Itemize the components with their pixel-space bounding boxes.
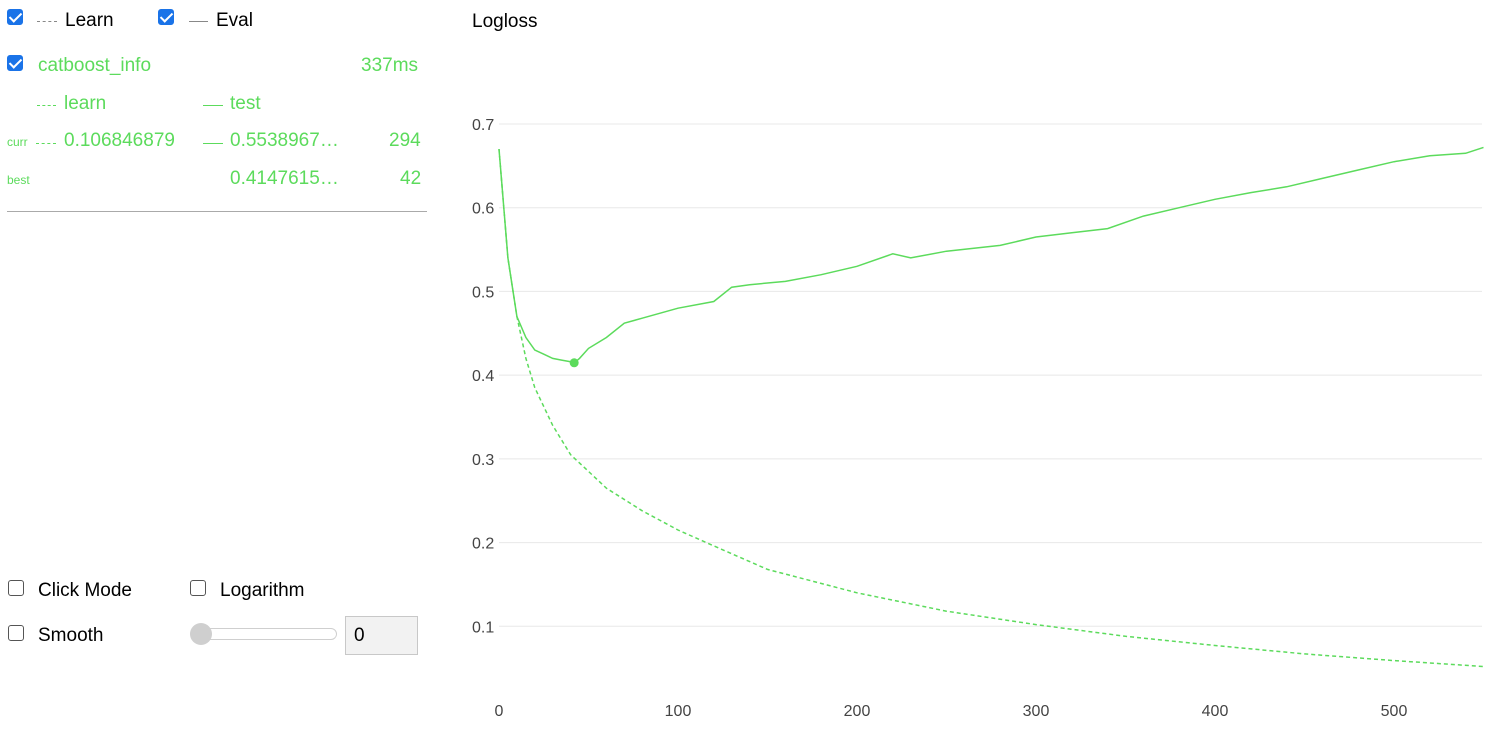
smooth-value-input[interactable] [345, 616, 418, 655]
logarithm-checkbox[interactable] [190, 580, 206, 596]
chart-title: Logloss [472, 11, 538, 32]
best-row-label: best [7, 173, 30, 187]
run-name: catboost_info [38, 55, 152, 76]
y-tick-label: 0.1 [472, 619, 494, 636]
smooth-slider-thumb[interactable] [190, 623, 212, 645]
curr-learn-dash-icon [36, 143, 56, 144]
logarithm-label: Logarithm [220, 580, 305, 601]
click-mode-checkbox[interactable] [8, 580, 24, 596]
smooth-slider[interactable] [191, 628, 337, 640]
x-tick-label: 400 [1202, 703, 1229, 720]
y-tick-label: 0.5 [472, 284, 494, 301]
smooth-checkbox[interactable] [8, 625, 24, 641]
curr-iteration: 294 [389, 130, 421, 151]
run-checkbox[interactable] [7, 55, 23, 71]
learn-legend-label: Learn [65, 10, 114, 31]
best-iteration: 42 [400, 168, 422, 189]
smooth-label: Smooth [38, 625, 104, 646]
x-tick-label: 0 [495, 703, 504, 720]
x-tick-label: 300 [1023, 703, 1050, 720]
best-test-value: 0.4147615… [230, 168, 339, 189]
run-time: 337ms [361, 55, 419, 76]
learn-dash-icon [37, 21, 57, 22]
divider [7, 211, 427, 212]
y-tick-label: 0.7 [472, 117, 494, 134]
eval-solid-icon [189, 21, 208, 22]
series-line-learn [498, 149, 1484, 668]
series-line-test [498, 146, 1484, 364]
y-tick-label: 0.4 [472, 368, 494, 385]
click-mode-label: Click Mode [38, 580, 132, 601]
eval-legend-label: Eval [216, 10, 253, 31]
y-tick-label: 0.6 [472, 201, 494, 218]
learn-column-dash-icon [37, 105, 56, 106]
x-tick-label: 100 [665, 703, 692, 720]
curr-row-label: curr [7, 135, 28, 149]
y-tick-label: 0.2 [472, 536, 494, 553]
curr-learn-value: 0.106846879 [64, 130, 175, 151]
curr-test-solid-icon [203, 143, 223, 144]
eval-checkbox[interactable] [158, 9, 174, 25]
x-tick-label: 200 [844, 703, 871, 720]
test-column-solid-icon [203, 105, 223, 106]
test-column-header: test [230, 93, 261, 114]
learn-column-header: learn [64, 93, 107, 114]
curr-test-value: 0.5538967… [230, 130, 339, 151]
learn-checkbox[interactable] [7, 9, 23, 25]
y-tick-label: 0.3 [472, 452, 494, 469]
best-point-marker [569, 358, 579, 368]
x-tick-label: 500 [1381, 703, 1408, 720]
